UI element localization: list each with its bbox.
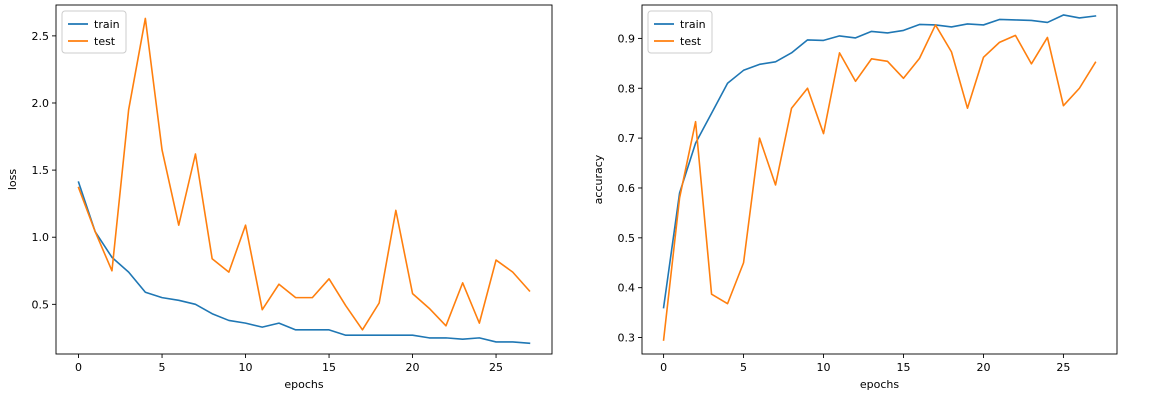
series-line-test bbox=[662, 24, 1097, 341]
series-line-train bbox=[77, 181, 531, 345]
x-tick-label: 15 bbox=[322, 361, 336, 374]
x-axis-title: epochs bbox=[284, 378, 323, 391]
x-tick-label: 20 bbox=[406, 361, 420, 374]
y-tick-label: 0.5 bbox=[618, 232, 636, 245]
series-line-test bbox=[77, 17, 531, 331]
y-tick-label: 2.5 bbox=[32, 30, 50, 43]
y-tick-label: 0.9 bbox=[618, 32, 636, 45]
x-tick-label: 5 bbox=[740, 361, 747, 374]
y-tick-label: 1.5 bbox=[32, 164, 50, 177]
legend-label-test: test bbox=[94, 35, 116, 48]
axes-frame bbox=[55, 4, 553, 355]
x-tick-label: 0 bbox=[75, 361, 82, 374]
x-tick-label: 10 bbox=[817, 361, 831, 374]
y-tick-label: 0.8 bbox=[618, 82, 636, 95]
y-tick-label: 0.6 bbox=[618, 182, 636, 195]
x-tick-label: 15 bbox=[896, 361, 910, 374]
axes-frame bbox=[641, 4, 1118, 355]
x-tick-label: 0 bbox=[660, 361, 667, 374]
legend-label-test: test bbox=[680, 35, 702, 48]
legend: train test bbox=[647, 10, 713, 54]
y-tick-label: 1.0 bbox=[32, 231, 50, 244]
legend-label-train: train bbox=[94, 18, 120, 31]
x-axis-title: epochs bbox=[860, 378, 899, 391]
x-tick-label: 25 bbox=[1056, 361, 1070, 374]
y-tick-label: 0.4 bbox=[618, 282, 636, 295]
series-line-train bbox=[662, 14, 1097, 309]
y-tick-label: 2.0 bbox=[32, 97, 50, 110]
x-tick-label: 20 bbox=[976, 361, 990, 374]
x-tick-label: 25 bbox=[489, 361, 503, 374]
y-axis-title: loss bbox=[6, 169, 19, 191]
y-tick-label: 0.5 bbox=[32, 298, 50, 311]
chart-panel-1: 0 5 10 15 20 25 0.5 1.0 1.5 2.0 2.5 epochs loss train… bbox=[6, 4, 553, 391]
chart-panel-2: 0 5 10 15 20 25 0.3 0.4 0.5 0.6 0.7 0.8 0.9 epochs acc… bbox=[592, 4, 1118, 391]
legend: train test bbox=[61, 10, 127, 54]
x-tick-label: 5 bbox=[159, 361, 166, 374]
y-tick-label: 0.7 bbox=[618, 132, 636, 145]
y-axis-title: accuracy bbox=[592, 154, 605, 204]
x-tick-label: 10 bbox=[239, 361, 253, 374]
legend-box bbox=[647, 10, 713, 54]
legend-label-train: train bbox=[680, 18, 706, 31]
y-tick-label: 0.3 bbox=[618, 332, 636, 345]
legend-box bbox=[61, 10, 127, 54]
